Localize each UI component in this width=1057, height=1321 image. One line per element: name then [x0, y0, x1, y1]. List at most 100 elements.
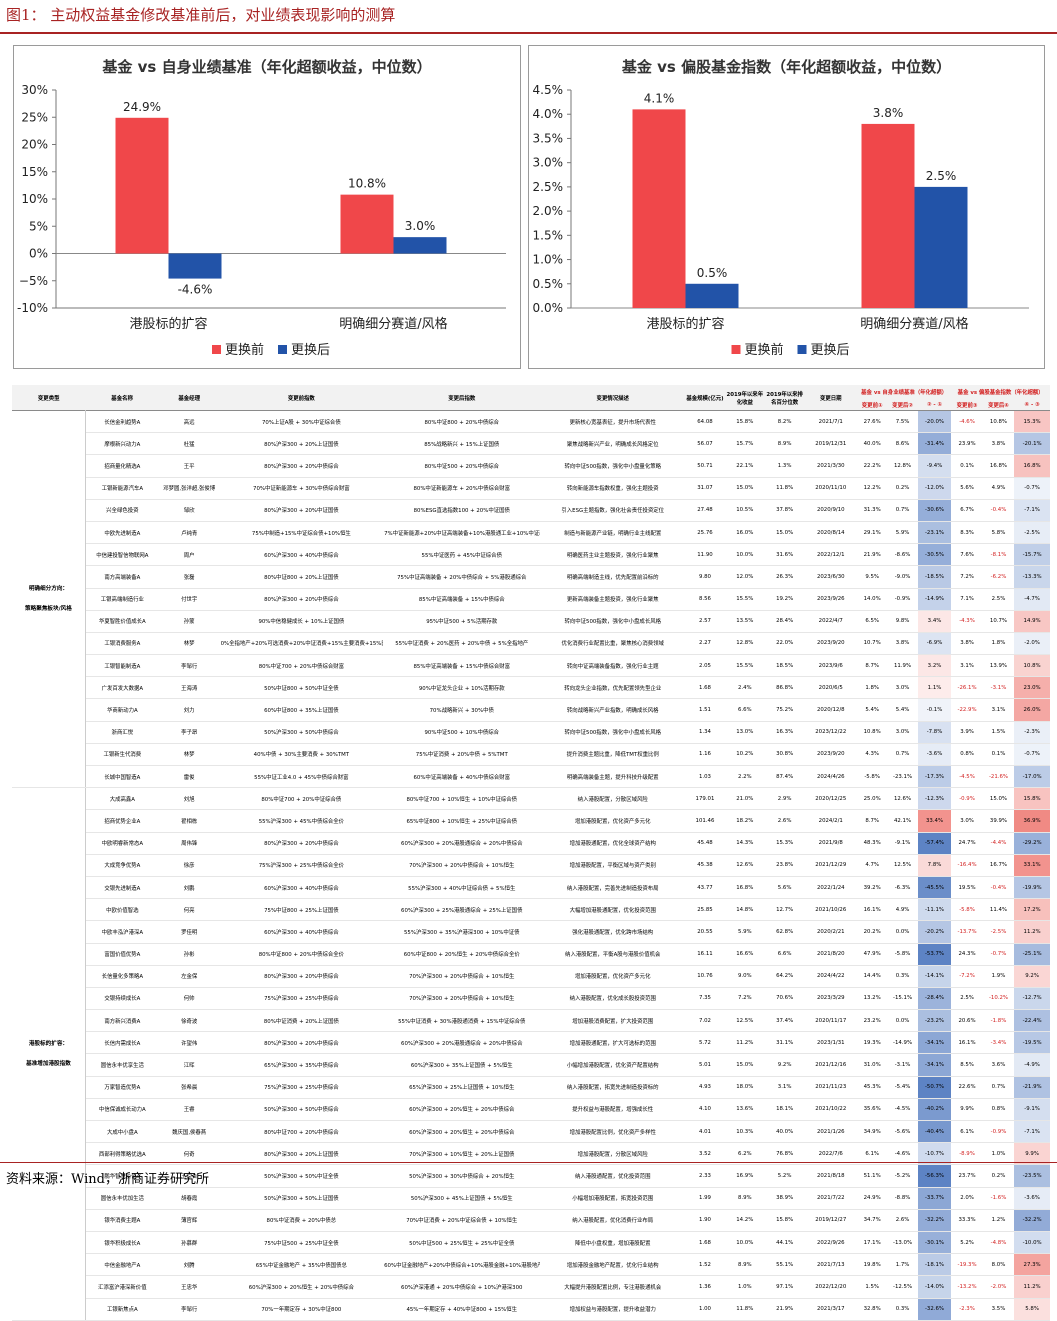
table-cell: 55%中证消费 + 20%医药 + 20%中债 + 5%全指地产 [383, 632, 541, 656]
table-cell: 21.9% [764, 1298, 805, 1321]
table-cell: 179.01 [685, 787, 725, 811]
table-cell: 交银先进制造A [85, 876, 159, 900]
table-cell: 45.48 [685, 832, 725, 855]
table-cell: 3.6% [982, 1053, 1015, 1077]
table-cell: -13.7% [951, 920, 983, 944]
table-cell: 38.9% [764, 1187, 805, 1210]
table-cell: 7.6% [951, 543, 983, 567]
table-cell: 80%沪深300 + 20%中证国债 [219, 499, 384, 522]
table-cell: 王睿 [158, 1098, 220, 1122]
y-tick-label: 30% [21, 83, 48, 97]
table-cell: 29.1% [856, 521, 888, 545]
table-cell: 15.5% [724, 654, 765, 678]
table-cell: 11.8% [764, 477, 805, 500]
table-cell: 50%沪深300 + 30%中债综合 + 20%恒生 [383, 1164, 541, 1188]
table-cell: -40.2% [917, 1098, 952, 1122]
table-cell: 3.52 [685, 1142, 725, 1166]
y-tick-label: 0% [29, 247, 48, 261]
table-cell: 70%上证A股 + 30%中证综合债 [219, 410, 384, 434]
table-cell: 鹏华智慧价值A [85, 1164, 159, 1188]
table-cell: 8.9% [764, 432, 805, 456]
table-row: 富国价值优势A 孙彬 80%中证800 + 20%中债综合全价 60%中证800 + … [12, 943, 1050, 966]
table-cell: 14.3% [724, 832, 765, 855]
table-cell: -32.2% [1014, 1209, 1050, 1232]
table-cell: 19.2% [764, 588, 805, 611]
table-cell: 转向龙头企业指数，优先配置领先型企业 [540, 676, 686, 700]
data-label: 3.0% [405, 219, 436, 233]
table-cell: 9.0% [724, 965, 765, 988]
header-cell: 变更情况描述 [540, 385, 686, 411]
table-cell: 周户 [158, 543, 220, 567]
figure-title: 图1： 主动权益基金修改基准前后，对业绩表现影响的测算 [6, 6, 396, 24]
table-cell: 1.03 [685, 765, 725, 789]
header-cell: 变更前指数 [219, 385, 384, 411]
table-cell: -25.1% [1014, 943, 1050, 966]
table-cell: 刘旭 [158, 787, 220, 811]
table-cell: 2020/8/14 [804, 521, 857, 545]
table-cell: -8.6% [887, 543, 918, 567]
table-cell: 22.2% [856, 454, 888, 478]
table-cell: 60%沪深300 + 40%中债综合 [219, 920, 384, 944]
table-cell: 2024/4/22 [804, 965, 857, 988]
table-cell: -18.5% [917, 565, 952, 589]
y-tick-label: 15% [21, 165, 48, 179]
table-cell: 31.07 [685, 477, 725, 500]
table-cell: -14.0% [917, 1275, 952, 1299]
table-cell: 8.0% [982, 1253, 1015, 1277]
table-row: 中信保诚成长动力A 王睿 50%沪深300 + 50%中债综合 60%沪深300 + … [12, 1098, 1050, 1122]
table-cell: 转向中证500指数，强化中小盘成长风格 [540, 721, 686, 744]
table-cell: 70.6% [764, 987, 805, 1011]
data-label: 24.9% [123, 100, 161, 114]
table-cell: 9.9% [951, 1098, 983, 1122]
data-label: 10.8% [348, 177, 386, 191]
bar-after [914, 186, 968, 308]
table-cell: 大幅提升港股配置比例，专注港股通机会 [540, 1275, 686, 1299]
table-cell: 50%中证500 + 25%恒生 + 25%中证全债 [383, 1231, 541, 1255]
table-cell: 23.7% [951, 1164, 983, 1188]
table-cell: -32.2% [917, 1209, 952, 1232]
table-cell: 10.2% [724, 743, 765, 767]
table-cell: 31.1% [764, 1031, 805, 1055]
table-cell: -5.8% [887, 943, 918, 966]
table-cell: 2.0% [951, 1187, 983, 1210]
table-cell: 27.6% [856, 410, 888, 434]
table-cell: 17.1% [856, 1231, 888, 1255]
chart-panel-left: 基金 vs 自身业绩基准（年化超额收益，中位数） -10% −5% 0% 5% 10% 15… [13, 45, 521, 369]
table-cell: 2022/7/6 [804, 1142, 857, 1166]
table-cell: -14.9% [917, 588, 952, 611]
table-cell: 44.1% [764, 1231, 805, 1255]
table-cell: 16.6% [724, 943, 765, 966]
table-cell: 15.8% [764, 1209, 805, 1232]
table-cell: 纳入港股配置，优化消费行业布局 [540, 1209, 686, 1232]
table-cell: 2020/6/5 [804, 676, 857, 700]
table-cell: 0.3% [887, 1298, 918, 1321]
table-cell: 2.5% [982, 588, 1015, 611]
data-label: -4.6% [178, 283, 213, 297]
table-cell: 工银新生代消费 [85, 743, 159, 767]
table-cell: 80%ESG直选指数100 + 20%中证国债 [383, 499, 541, 522]
table-cell: 27.3% [1014, 1253, 1050, 1277]
table-cell: 31.6% [764, 543, 805, 567]
table-cell: 2021/1/26 [804, 1120, 857, 1144]
table-cell: 浙商汇悦 [85, 721, 159, 744]
table-cell: -32.6% [917, 1298, 952, 1321]
table-cell: 15.0% [724, 1053, 765, 1077]
table-cell: 杜猛 [158, 432, 220, 456]
table-row: 银华消费主题A 薄官辉 80%中证消费 + 20%中债总 70%中证消费 + 20%中… [12, 1209, 1050, 1232]
table-cell: 15.8% [1014, 787, 1050, 811]
table-row: 南方新兴消费A 徐奇波 80%中证消费 + 20%上证国债 55%中证消费 + 30%… [12, 1009, 1050, 1033]
table-cell: -23.5% [1014, 1164, 1050, 1188]
table-cell: 2020/11/17 [804, 1009, 857, 1033]
table-cell: -11.1% [917, 898, 952, 922]
table-cell: 何奇 [158, 1142, 220, 1166]
table-cell: -30.6% [917, 499, 952, 522]
table-cell: 2021/10/22 [804, 1098, 857, 1122]
table-cell: 33.3% [951, 1209, 983, 1232]
table-cell: 4.9% [887, 898, 918, 922]
table-cell: 大幅增加港股通配置，优化投资范围 [540, 898, 686, 922]
table-cell: 2021/7/13 [804, 1253, 857, 1277]
table-cell: 提升消费主题比重，降低TMT权重比例 [540, 743, 686, 767]
subheader-cell: 变更前① [856, 399, 888, 411]
table-cell: 3.8% [951, 632, 983, 656]
table-cell: 7.1% [951, 588, 983, 611]
